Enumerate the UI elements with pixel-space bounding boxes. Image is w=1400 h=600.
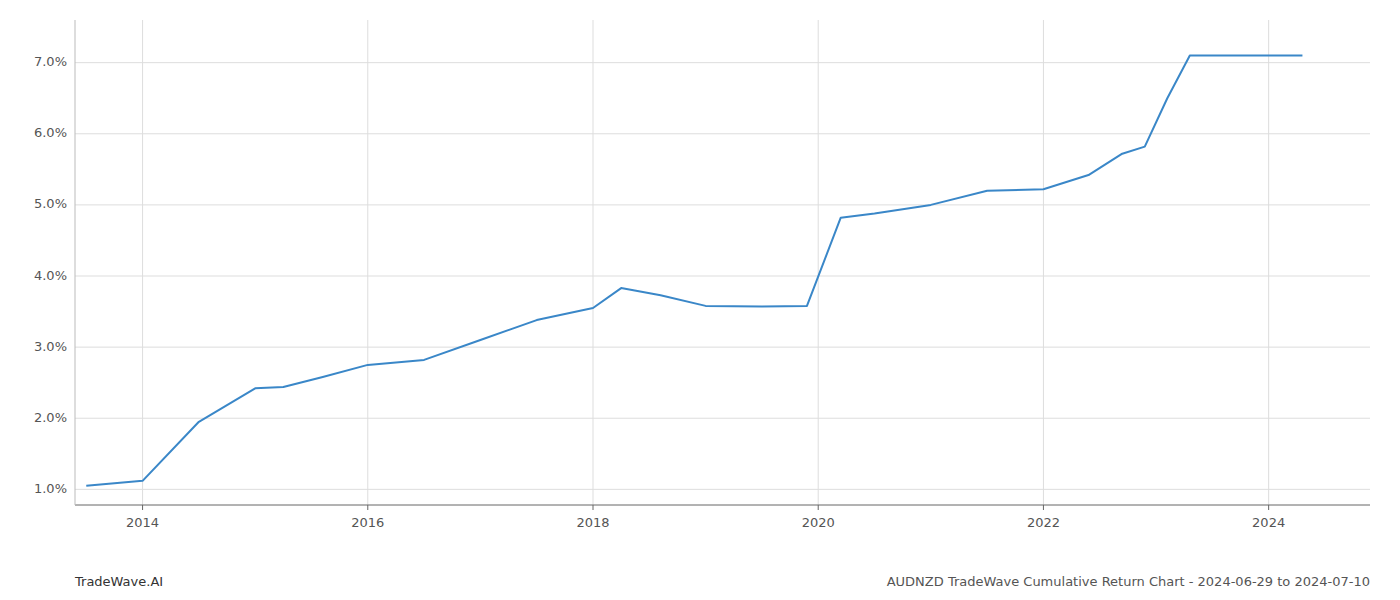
- y-tick-label: 3.0%: [34, 339, 67, 354]
- y-grid-line: [75, 276, 1370, 277]
- line: [86, 56, 1302, 486]
- x-tick: [142, 505, 143, 510]
- y-tick-label: 1.0%: [34, 481, 67, 496]
- y-axis-line: [75, 20, 76, 505]
- y-tick-label: 7.0%: [34, 54, 67, 69]
- y-grid-line: [75, 347, 1370, 348]
- grid: [75, 20, 1370, 505]
- title: AUDNZD TradeWave Cumulative Return Chart…: [887, 574, 1370, 589]
- axes: 1.0% 2.0% 3.0% 4.0% 5.0% 6.0% 7.0% 2014 2016 2018…: [34, 20, 1370, 530]
- x-tick: [818, 505, 819, 510]
- watermark: TradeWave.AI: [74, 574, 163, 589]
- plot-data: [86, 56, 1302, 486]
- x-tick: [1043, 505, 1044, 510]
- x-axis-line: [75, 505, 1370, 506]
- y-tick-label: 5.0%: [34, 196, 67, 211]
- y-grid-line: [75, 204, 1370, 205]
- x-tick-label: 2016: [351, 515, 384, 530]
- y-grid-line: [75, 62, 1370, 63]
- x-grid-line: [1043, 20, 1044, 505]
- footer: TradeWave.AI AUDNZD TradeWave Cumulative …: [74, 574, 1370, 589]
- y-tick-label: 6.0%: [34, 125, 67, 140]
- x-tick: [593, 505, 594, 510]
- y-grid-line: [75, 489, 1370, 490]
- x-tick-label: 2014: [126, 515, 159, 530]
- x-grid-line: [142, 20, 143, 505]
- y-grid-line: [75, 133, 1370, 134]
- x-tick: [1268, 505, 1269, 510]
- x-tick: [367, 505, 368, 510]
- x-grid-line: [367, 20, 368, 505]
- y-grid-line: [75, 418, 1370, 419]
- x-tick-label: 2022: [1027, 515, 1060, 530]
- y-tick-label: 2.0%: [34, 410, 67, 425]
- x-tick-label: 2024: [1252, 515, 1285, 530]
- x-tick-label: 2018: [576, 515, 609, 530]
- x-grid-line: [1268, 20, 1269, 505]
- x-grid-line: [818, 20, 819, 505]
- x-tick-label: 2020: [802, 515, 835, 530]
- x-grid-line: [593, 20, 594, 505]
- y-tick-label: 4.0%: [34, 268, 67, 283]
- chart: 1.0% 2.0% 3.0% 4.0% 5.0% 6.0% 7.0% 2014 2016 2018…: [0, 0, 1400, 600]
